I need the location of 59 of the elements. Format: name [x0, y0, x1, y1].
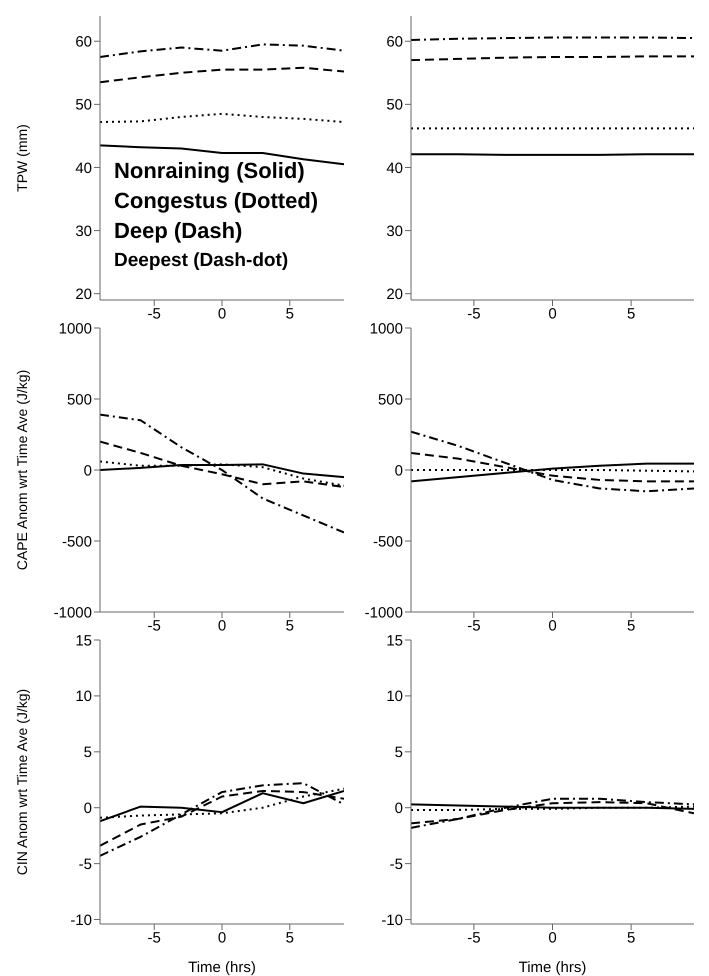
x-tick-label: 0	[218, 930, 226, 947]
y-tick-label: 1000	[58, 320, 92, 338]
y-tick-label: 40	[386, 160, 403, 177]
y-tick-label: 5	[84, 744, 92, 762]
y-axis-title: TPW (mm)	[14, 124, 30, 192]
y-tick-label: 0	[394, 462, 403, 480]
x-tick-label: 5	[286, 618, 294, 635]
y-tick-label: 10	[386, 688, 403, 706]
x-axis-title: Time (hrs)	[188, 959, 256, 976]
x-axis-title: Time (hrs)	[518, 959, 586, 976]
x-tick-label: 5	[626, 930, 636, 947]
annotation: Nonraining (Solid)	[114, 157, 306, 185]
y-tick-label: 500	[66, 391, 92, 408]
y-tick-label: 40	[75, 160, 92, 177]
y-tick-label: 1000	[370, 320, 403, 338]
x-tick-label: 5	[626, 306, 636, 323]
y-tick-label: 30	[386, 222, 403, 240]
y-tick-label: 50	[386, 96, 403, 114]
x-tick-label: 5	[626, 618, 636, 635]
x-tick-label: -5	[467, 618, 481, 635]
y-tick-label: 30	[75, 222, 92, 240]
x-tick-label: -5	[467, 306, 481, 323]
y-tick-label: 50	[75, 96, 92, 114]
y-tick-label: -10	[70, 912, 92, 929]
y-tick-label: 5	[394, 744, 403, 762]
x-tick-label: 0	[548, 618, 557, 635]
x-tick-label: 0	[218, 306, 226, 323]
x-tick-label: -5	[148, 618, 161, 635]
x-tick-label: 5	[286, 306, 294, 323]
y-tick-label: 10	[75, 688, 92, 706]
x-tick-label: 0	[218, 618, 226, 635]
y-tick-label: 20	[386, 286, 403, 304]
y-tick-label: -5	[390, 856, 403, 873]
y-tick-label: 20	[75, 286, 92, 304]
y-tick-label: 15	[386, 632, 403, 650]
y-tick-label: 0	[394, 800, 403, 818]
x-tick-label: -5	[148, 930, 161, 947]
y-tick-label: -1000	[54, 604, 92, 622]
y-tick-label: -500	[62, 533, 92, 550]
annotation: Deep (Dash)	[114, 217, 244, 245]
x-tick-label: 0	[548, 306, 557, 323]
annotation: Deepest (Dash-dot)	[114, 249, 290, 273]
x-tick-label: 0	[548, 930, 557, 947]
annotation: Congestus (Dotted)	[114, 187, 318, 215]
y-axis-title: CAPE Anom wrt Time Ave (J/kg)	[14, 370, 30, 570]
y-tick-label: -500	[372, 533, 403, 550]
y-tick-label: 60	[386, 34, 403, 51]
x-tick-label: 5	[286, 930, 294, 947]
y-tick-label: -1000	[364, 604, 403, 622]
y-tick-label: 500	[378, 391, 403, 408]
x-tick-label: -5	[148, 306, 161, 323]
y-tick-label: 0	[84, 800, 92, 818]
y-tick-label: -5	[78, 856, 92, 873]
x-tick-label: -5	[467, 930, 481, 947]
y-tick-label: 15	[75, 632, 92, 650]
y-tick-label: 0	[84, 462, 92, 480]
y-tick-label: 60	[75, 34, 92, 51]
y-axis-title: CIN Anom wrt Time Ave (J/kg)	[14, 688, 30, 876]
y-tick-label: -10	[381, 912, 403, 929]
